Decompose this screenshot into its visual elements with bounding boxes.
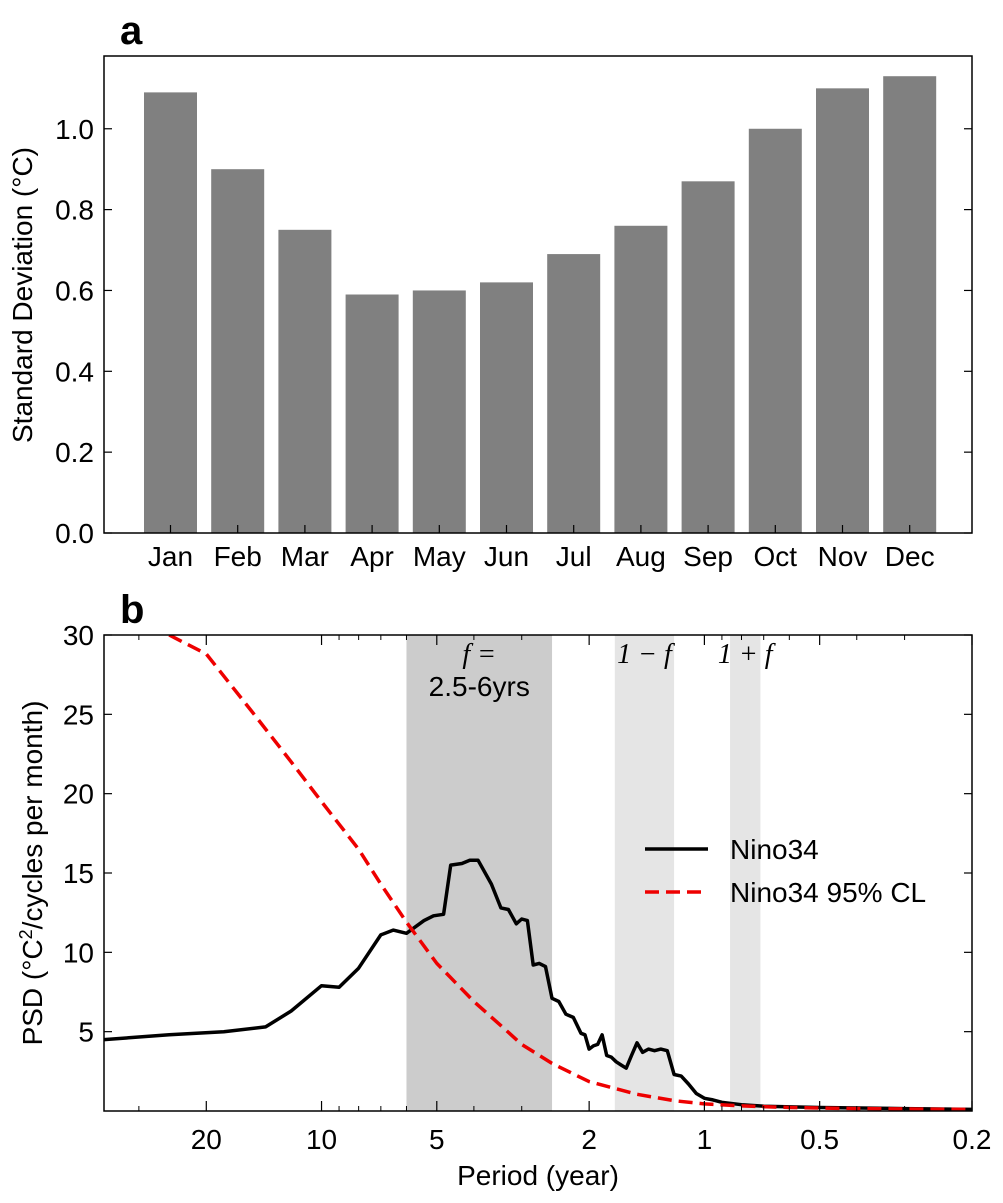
x-tick-label: 0.2	[953, 1124, 992, 1155]
panel-a-frame	[103, 55, 973, 534]
y-tick-label: 20	[63, 779, 94, 810]
panel-a-letter: a	[120, 9, 143, 53]
ylabel-superscript: 2	[16, 929, 36, 939]
panel-b-x-ticks: 20 10 5 2 1 0.5 0.2	[138, 635, 992, 1155]
panel-a-bars	[144, 76, 937, 534]
panel-a-y-axis-label: Standard Deviation (°C)	[7, 147, 38, 443]
y-tick-label: 0.0	[55, 518, 94, 549]
band-label-0: f =	[462, 639, 496, 670]
panel-a-x-ticks: Jan Feb Mar Apr May Jun Jul Aug Sep Oct Nov Dec	[148, 525, 935, 572]
x-tick-label-apr: Apr	[350, 541, 394, 572]
bar-aug	[614, 225, 668, 533]
y-tick-label: 1.0	[55, 114, 94, 145]
y-tick-label: 0.8	[55, 195, 94, 226]
panel-b-y-axis-label: PSD (°C2/cycles per month)	[16, 701, 48, 1046]
bar-dec	[883, 76, 937, 534]
band-label-1: 1 − f	[617, 639, 675, 670]
panel-b-x-axis-label: Period (year)	[457, 1160, 619, 1191]
panel-b-letter: b	[120, 588, 144, 632]
x-tick-label-feb: Feb	[214, 541, 262, 572]
ylabel-part-2: /cycles per month)	[17, 701, 48, 930]
ylabel-part-1: PSD (°C	[17, 939, 48, 1045]
y-tick-label: 10	[63, 937, 94, 968]
band-sublabel-0: 2.5-6yrs	[429, 671, 530, 702]
y-tick-label: 0.2	[55, 437, 94, 468]
x-tick-label-jun: Jun	[484, 541, 529, 572]
x-tick-label-aug: Aug	[616, 541, 666, 572]
bar-apr	[345, 294, 399, 533]
x-tick-label: 20	[191, 1124, 222, 1155]
panel-a-y-ticks: 0.0 0.2 0.4 0.6 0.8 1.0	[55, 114, 972, 549]
y-tick-label: 5	[78, 1017, 94, 1048]
x-tick-label-sep: Sep	[683, 541, 733, 572]
bar-jan	[144, 92, 197, 534]
panel-b-psd-chart: b 5 10 15 20 25 30 20 10 5 2 1 0.5 0.2 f =2.5-6yrs 1…	[16, 588, 991, 1191]
bar-sep	[681, 181, 735, 534]
y-tick-label: 30	[63, 620, 94, 651]
x-tick-label: 0.5	[800, 1124, 839, 1155]
x-tick-label: 1	[697, 1124, 713, 1155]
x-tick-label: 10	[306, 1124, 337, 1155]
band-label-2: 1 + f	[718, 639, 776, 670]
panel-a-bar-chart: a 0.00.20.40.60.81.0 Jan Feb Mar Apr May Jun J…	[7, 9, 973, 572]
bar-feb	[211, 169, 265, 533]
frequency-band-0	[406, 635, 553, 1111]
bar-jun	[480, 282, 533, 533]
legend-label-1: Nino34 95% CL	[730, 877, 926, 908]
x-tick-label-mar: Mar	[281, 541, 329, 572]
legend-label-0: Nino34	[730, 834, 819, 865]
frequency-band-2	[730, 635, 761, 1111]
bar-mar	[278, 229, 332, 534]
panel-b-y-ticks: 5 10 15 20 25 30	[63, 620, 972, 1048]
x-tick-label-dec: Dec	[885, 541, 935, 572]
series-line-0	[104, 858, 972, 1111]
y-tick-label: 25	[63, 699, 94, 730]
series-line-1	[168, 635, 972, 1111]
bar-jul	[547, 254, 601, 533]
frequency-band-1	[614, 635, 675, 1111]
bar-nov	[816, 88, 869, 533]
panel-b-lines	[104, 635, 972, 1111]
x-tick-label-jan: Jan	[148, 541, 193, 572]
y-tick-label: 0.4	[55, 356, 94, 387]
x-tick-label: 5	[429, 1124, 445, 1155]
bar-may	[412, 290, 466, 533]
panel-b-band-annotations: f =2.5-6yrs 1 − f 1 + f	[429, 639, 776, 702]
x-tick-label-oct: Oct	[754, 541, 798, 572]
y-tick-label: 15	[63, 858, 94, 889]
x-tick-label: 2	[581, 1124, 597, 1155]
x-tick-label-may: May	[413, 541, 466, 572]
bar-oct	[748, 128, 802, 534]
panel-b-legend: Nino34 Nino34 95% CL	[645, 834, 926, 908]
panel-b-bands	[406, 635, 761, 1111]
y-tick-label: 0.6	[55, 275, 94, 306]
x-tick-label-jul: Jul	[556, 541, 592, 572]
x-tick-label-nov: Nov	[818, 541, 868, 572]
